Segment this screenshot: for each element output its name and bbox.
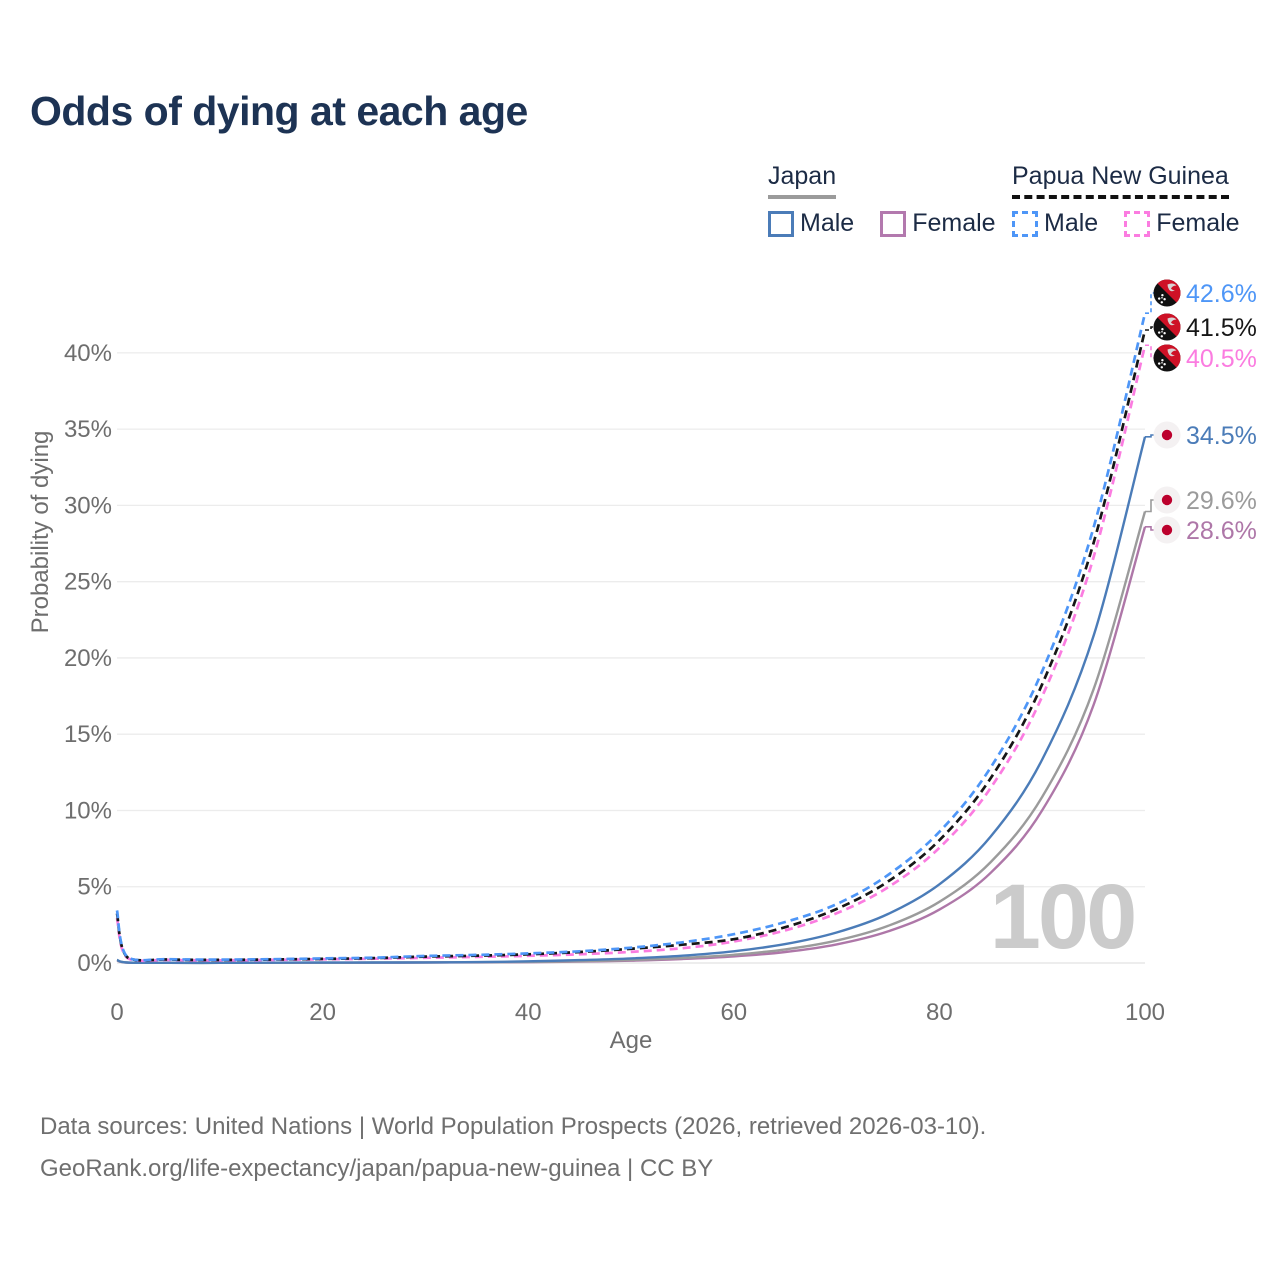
x-tick-label: 100 bbox=[1125, 999, 1165, 1026]
end-label-connector bbox=[1145, 292, 1154, 315]
flag-star bbox=[1158, 362, 1161, 365]
flag-bird-of-paradise bbox=[1167, 348, 1177, 357]
flag-halves bbox=[1153, 344, 1181, 372]
png-female-swatch-icon bbox=[1124, 210, 1151, 237]
y-tick-label: 35% bbox=[64, 416, 112, 443]
legend-label: Male bbox=[800, 209, 855, 237]
legend-label: Male bbox=[1044, 209, 1099, 237]
legend-group-japan: Japan Male Female bbox=[768, 162, 996, 238]
flag-sun bbox=[1161, 524, 1173, 536]
end-value-label: 42.6% bbox=[1186, 280, 1257, 308]
x-tick-label: 40 bbox=[515, 999, 542, 1026]
x-tick-label: 80 bbox=[926, 999, 953, 1026]
papua-new-guinea-flag-icon bbox=[1153, 313, 1181, 341]
flag-red-half bbox=[1153, 313, 1181, 341]
footer: Data sources: United Nations | World Pop… bbox=[40, 1106, 986, 1190]
legend-label: Female bbox=[912, 209, 996, 237]
series-line-japan-male[interactable] bbox=[116, 436, 1147, 965]
flag-red-half bbox=[1153, 279, 1181, 307]
japan-flag-icon bbox=[1153, 516, 1181, 544]
y-tick-label: 0% bbox=[77, 950, 112, 977]
flag-star bbox=[1161, 328, 1164, 331]
flag-star bbox=[1160, 335, 1163, 338]
legend-country-japan: Japan bbox=[768, 162, 837, 199]
end-value-label: 28.6% bbox=[1186, 517, 1257, 545]
japan-flag-icon bbox=[1153, 421, 1181, 449]
flag-star bbox=[1163, 298, 1166, 301]
data-sources-text: Data sources: United Nations | World Pop… bbox=[40, 1113, 987, 1140]
end-value-label: 41.5% bbox=[1186, 314, 1257, 342]
y-tick-label: 15% bbox=[64, 721, 112, 748]
x-tick-label: 20 bbox=[309, 999, 336, 1026]
flag-star bbox=[1163, 332, 1166, 335]
flag-halves bbox=[1153, 279, 1181, 307]
flag-halves bbox=[1153, 313, 1181, 341]
y-tick-label: 10% bbox=[64, 797, 112, 824]
end-label-connector bbox=[1145, 434, 1154, 438]
x-axis-title: Age bbox=[610, 1027, 653, 1054]
legend-label: Female bbox=[1156, 209, 1240, 237]
legend-country-papua-new-guinea: Papua New Guinea bbox=[1012, 162, 1229, 199]
flag-star bbox=[1158, 297, 1161, 300]
papua-new-guinea-flag-icon bbox=[1153, 279, 1181, 307]
end-label-connector bbox=[1145, 525, 1154, 531]
y-axis-title: Probability of dying bbox=[27, 431, 54, 634]
y-tick-label: 25% bbox=[64, 569, 112, 596]
japan-female-swatch-icon bbox=[880, 210, 907, 237]
end-label-connector bbox=[1145, 326, 1154, 331]
y-tick-label: 30% bbox=[64, 492, 112, 519]
end-value-label: 40.5% bbox=[1186, 345, 1257, 373]
flag-sun bbox=[1161, 494, 1173, 506]
attribution-text: GeoRank.org/life-expectancy/japan/papua-… bbox=[40, 1155, 714, 1182]
png-male-swatch-icon bbox=[1012, 210, 1038, 237]
x-tick-label: 60 bbox=[720, 999, 747, 1026]
japan-flag-icon bbox=[1153, 486, 1181, 514]
flag-star bbox=[1160, 366, 1163, 369]
series-line-papua-new-guinea-female[interactable] bbox=[115, 344, 1147, 963]
flag-star bbox=[1158, 331, 1161, 334]
flag-star bbox=[1161, 297, 1163, 299]
end-value-label: 34.5% bbox=[1186, 422, 1257, 450]
legend-group-papua-new-guinea: Papua New Guinea Male Female bbox=[1012, 162, 1240, 238]
end-label-connector bbox=[1145, 344, 1154, 359]
flag-star bbox=[1161, 362, 1163, 364]
flag-star bbox=[1160, 301, 1163, 304]
age-watermark: 100 bbox=[990, 866, 1135, 968]
end-label-connector bbox=[1145, 499, 1154, 513]
y-tick-label: 5% bbox=[77, 874, 112, 901]
flag-bird-of-paradise bbox=[1167, 317, 1177, 326]
flag-bird-of-paradise bbox=[1167, 283, 1177, 292]
flag-star bbox=[1161, 359, 1164, 362]
flag-star bbox=[1161, 331, 1163, 333]
legend-item-png-male[interactable]: Male bbox=[1012, 209, 1098, 238]
japan-male-swatch-icon bbox=[768, 210, 794, 237]
legend-item-japan-female[interactable]: Female bbox=[880, 209, 996, 238]
page-title: Odds of dying at each age bbox=[30, 88, 528, 134]
end-value-label: 29.6% bbox=[1186, 487, 1257, 515]
flag-star bbox=[1161, 294, 1164, 297]
papua-new-guinea-flag-icon bbox=[1153, 344, 1181, 372]
legend-item-png-female[interactable]: Female bbox=[1124, 209, 1240, 238]
series-line-papua-new-guinea-male[interactable] bbox=[115, 312, 1147, 962]
y-tick-label: 20% bbox=[64, 645, 112, 672]
flag-red-half bbox=[1153, 344, 1181, 372]
legend-item-japan-male[interactable]: Male bbox=[768, 209, 854, 238]
y-tick-label: 40% bbox=[64, 340, 112, 367]
flag-star bbox=[1163, 363, 1166, 366]
x-tick-label: 0 bbox=[110, 999, 123, 1026]
flag-sun bbox=[1161, 429, 1173, 441]
